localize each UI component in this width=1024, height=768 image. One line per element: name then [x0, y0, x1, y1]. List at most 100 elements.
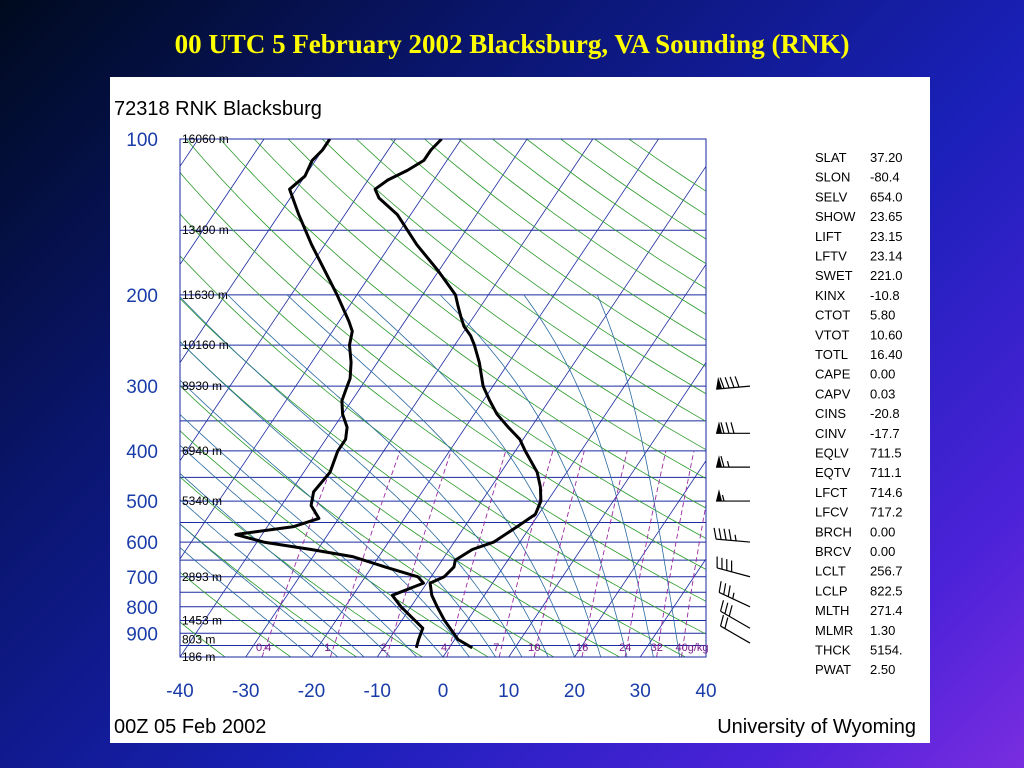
wind-barb-full — [729, 376, 735, 388]
stat-label: BRCV — [815, 544, 851, 559]
dry-adiabat — [180, 430, 489, 657]
isotherm-line — [180, 139, 331, 364]
dry-adiabat — [390, 139, 706, 368]
temperature-tick-label: 20 — [564, 681, 585, 702]
sounding-panel: 72318 RNK Blacksburg 0.4 1 2 4 7 10 16 24 32 40g/… — [110, 77, 930, 743]
stat-value: 5154. — [870, 643, 903, 658]
stat-value: 23.15 — [870, 229, 903, 244]
stat-value: 654.0 — [870, 189, 903, 204]
dry-adiabat — [185, 139, 706, 539]
moist-adiabat — [523, 294, 654, 657]
height-label: 6940 m — [182, 444, 222, 458]
wind-barb-full — [719, 600, 725, 612]
mixing-ratio-line — [681, 502, 706, 657]
wind-barb — [716, 421, 750, 434]
wind-barb-full — [724, 602, 729, 614]
wind-barb-flag — [716, 489, 722, 502]
mixing-ratio-line — [446, 450, 507, 657]
wind-barb-full — [734, 376, 740, 388]
skew-t-chart: 72318 RNK Blacksburg 0.4 1 2 4 7 10 16 24 32 40g/… — [114, 98, 916, 738]
dry-adiabat — [458, 139, 706, 315]
stat-label: CTOT — [815, 308, 850, 323]
mixing-ratio-label: 24 — [619, 642, 631, 654]
dry-adiabat — [219, 139, 706, 509]
stat-label: SLAT — [815, 150, 847, 165]
wind-barb-full — [718, 581, 722, 593]
mixing-ratio-label: 0.4 — [256, 642, 271, 654]
wind-barb-staff — [716, 538, 751, 543]
wind-barb — [716, 376, 751, 390]
stat-value: 16.40 — [870, 347, 903, 362]
stat-value: 822.5 — [870, 583, 903, 598]
dry-adiabat — [322, 139, 706, 422]
wind-barb-half — [734, 534, 737, 541]
footer-source: University of Wyoming — [717, 716, 916, 738]
stat-value: 714.6 — [870, 485, 903, 500]
mixing-ratio-label: 40g/kg — [676, 642, 709, 654]
wind-barb-full — [719, 377, 725, 389]
temperature-tick-label: 0 — [438, 681, 449, 702]
stat-value: 0.00 — [870, 544, 895, 559]
wind-barb-full — [720, 422, 725, 434]
slide-title: 00 UTC 5 February 2002 Blacksburg, VA So… — [174, 29, 850, 59]
moist-adiabat — [227, 294, 549, 657]
wind-barb-full — [727, 585, 731, 597]
height-label: 16060 m — [182, 132, 229, 146]
isotherm-line — [180, 139, 265, 266]
stat-label: THCK — [815, 643, 851, 658]
mixing-ratio-line — [533, 450, 585, 657]
wind-barb-full — [723, 528, 727, 541]
stat-label: CINV — [815, 426, 846, 441]
stat-label: BRCH — [815, 524, 852, 539]
temperature-tick-label: -20 — [298, 681, 325, 702]
stat-label: PWAT — [815, 662, 851, 677]
mixing-ratio-label: 1 — [324, 642, 330, 654]
stat-value: 23.14 — [870, 249, 903, 264]
wind-barb-staff — [720, 610, 751, 629]
temperature-tick-label: -10 — [364, 681, 391, 702]
height-label: 1453 m — [182, 613, 222, 627]
stat-value: -17.7 — [870, 426, 900, 441]
wind-barb — [718, 581, 751, 608]
stat-label: CAPV — [815, 386, 851, 401]
wind-barb — [713, 527, 751, 543]
height-label: 803 m — [182, 632, 215, 646]
dry-adiabat — [180, 213, 706, 602]
wind-barb-full — [719, 614, 725, 627]
wind-barb-half — [721, 494, 725, 502]
stat-value: 23.65 — [870, 209, 903, 224]
chart-title: 72318 RNK Blacksburg — [114, 98, 322, 120]
stat-label: SLON — [815, 170, 850, 185]
temperature-tick-label: 30 — [630, 681, 651, 702]
dry-adiabat — [253, 139, 706, 480]
pressure-tick-label: 300 — [126, 377, 158, 398]
wind-barb — [716, 489, 750, 502]
mixing-ratio-line — [624, 450, 667, 657]
wind-barb-full — [728, 529, 732, 541]
stat-value: -80.4 — [870, 170, 900, 185]
stat-value: 0.00 — [870, 367, 895, 382]
dry-adiabat — [180, 476, 423, 657]
dry-adiabat — [180, 171, 706, 570]
wind-barb-full — [724, 377, 730, 389]
moist-adiabat — [180, 296, 523, 657]
moist-adiabat — [286, 294, 575, 657]
stat-value: 5.80 — [870, 308, 895, 323]
isotherm-line — [442, 263, 706, 657]
isotherm-line — [311, 139, 659, 657]
isotherm-line — [245, 139, 594, 657]
stat-value: 271.4 — [870, 603, 903, 618]
moist-adiabat — [180, 498, 365, 657]
stat-value: 37.20 — [870, 150, 903, 165]
wind-barb-full — [725, 422, 730, 434]
wind-barb — [716, 455, 750, 468]
stat-value: -10.8 — [870, 288, 900, 303]
mixing-ratio-label: 4 — [441, 642, 447, 654]
pressure-tick-label: 800 — [126, 598, 158, 619]
stat-value: 10.60 — [870, 327, 903, 342]
stat-label: SELV — [815, 189, 848, 204]
stat-label: LCLP — [815, 583, 848, 598]
pressure-tick-label: 900 — [126, 624, 158, 645]
mixing-ratio-line — [656, 450, 695, 657]
stat-label: LFTV — [815, 249, 847, 264]
